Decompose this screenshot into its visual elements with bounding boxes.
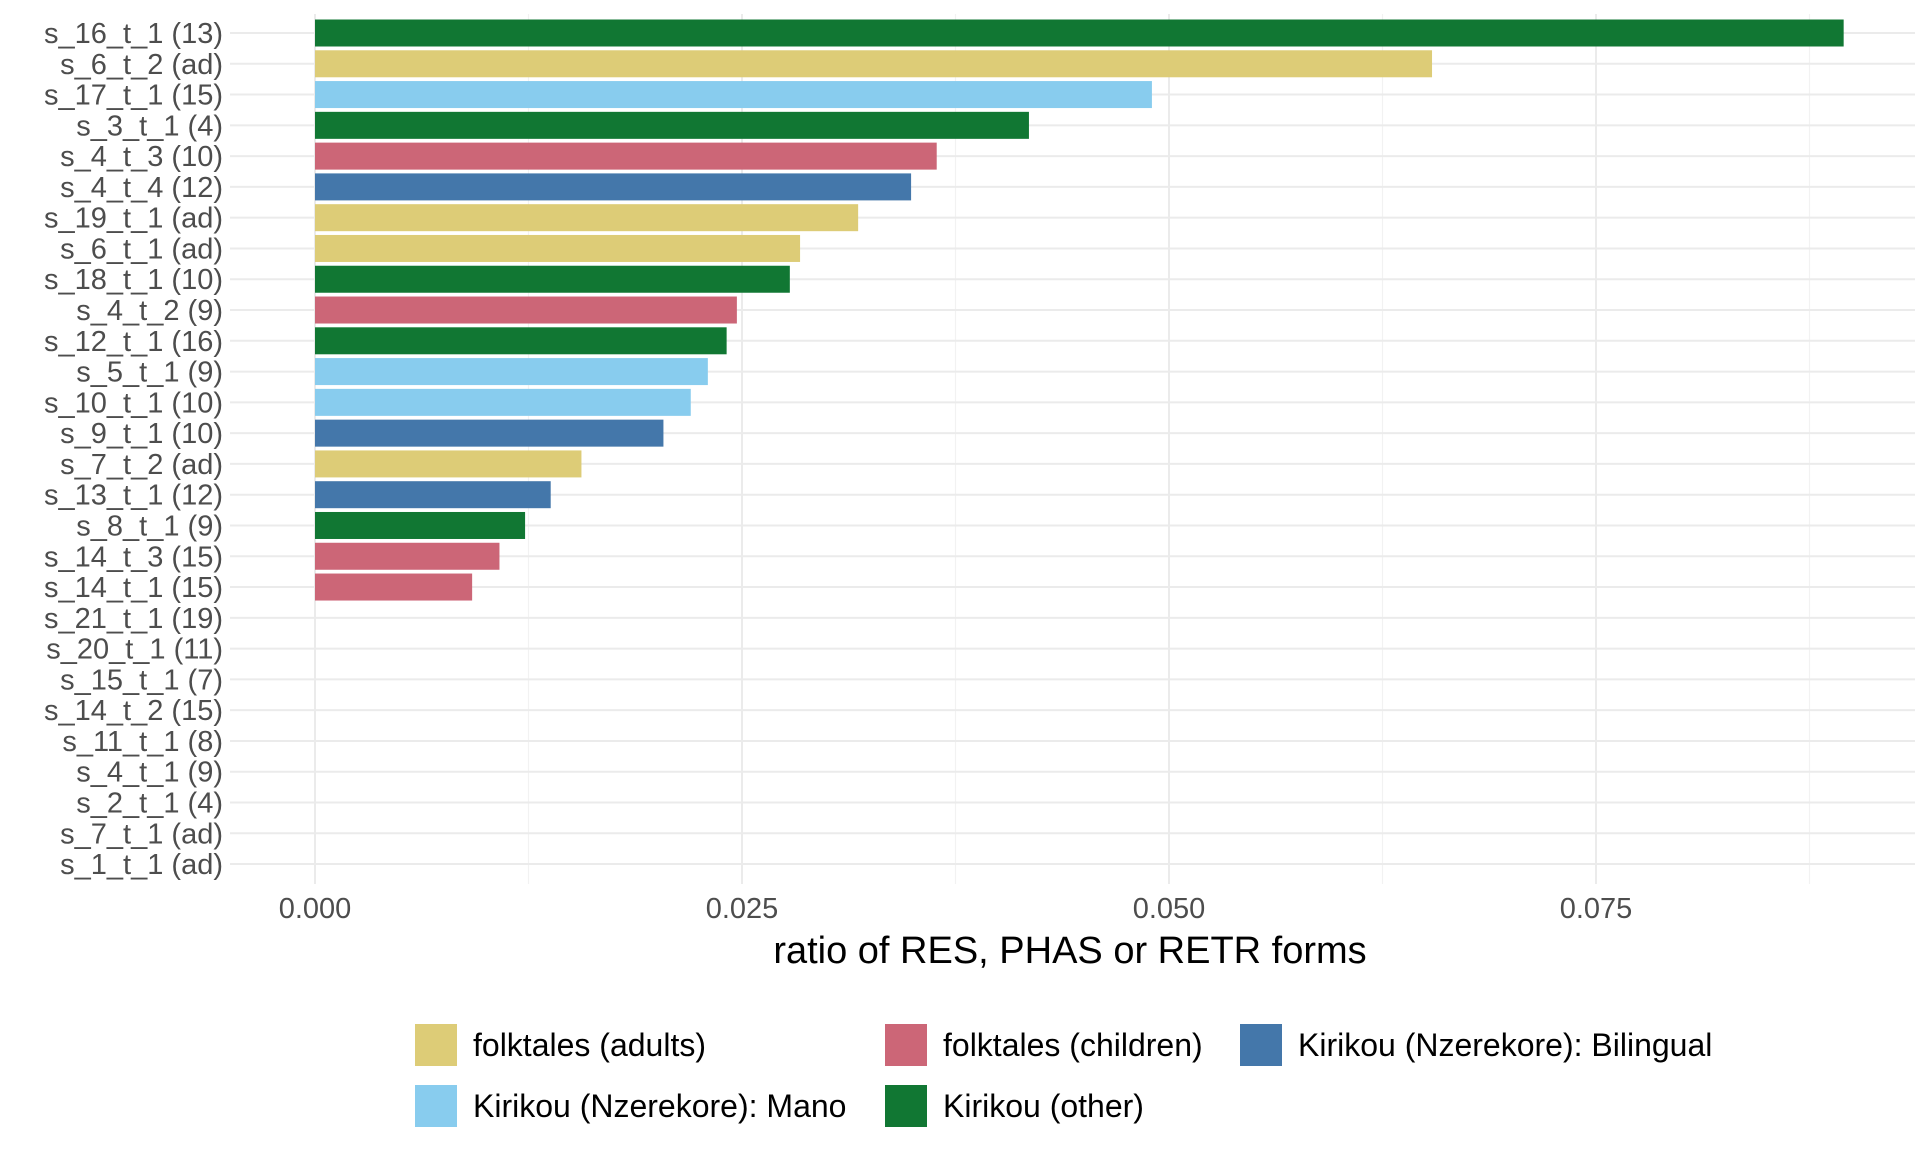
bar-s-4-t-2-9 xyxy=(315,296,737,324)
category-label: s_4_t_3 (10) xyxy=(60,141,223,173)
bars xyxy=(315,19,1844,601)
bar-s-10-t-1-10 xyxy=(315,388,691,416)
category-label: s_15_t_1 (7) xyxy=(60,664,223,696)
bar-s-4-t-3-10 xyxy=(315,142,937,170)
legend: folktales (adults) folktales (children) Ki… xyxy=(415,1024,1712,1127)
category-label: s_7_t_1 (ad) xyxy=(60,818,223,850)
bar-s-7-t-2-ad xyxy=(315,450,582,478)
category-label: s_7_t_2 (ad) xyxy=(60,449,223,481)
category-label: s_10_t_1 (10) xyxy=(44,387,223,419)
category-label: s_5_t_1 (9) xyxy=(76,357,223,389)
category-label: s_11_t_1 (8) xyxy=(62,726,223,758)
x-axis-title: ratio of RES, PHAS or RETR forms xyxy=(773,930,1366,972)
bar-s-14-t-3-15 xyxy=(315,542,500,570)
legend-key-children xyxy=(885,1024,927,1066)
legend-key-other xyxy=(885,1085,927,1127)
bar-s-5-t-1-9 xyxy=(315,358,708,386)
category-label: s_6_t_2 (ad) xyxy=(60,49,223,81)
bar-s-18-t-1-10 xyxy=(315,265,790,293)
category-label: s_4_t_1 (9) xyxy=(76,757,223,789)
legend-label: Kirikou (Nzerekore): Mano xyxy=(473,1088,846,1124)
bar-s-16-t-1-13 xyxy=(315,19,1844,47)
bar-s-13-t-1-12 xyxy=(315,481,551,509)
x-tick-label: 0.000 xyxy=(279,893,352,925)
category-label: s_19_t_1 (ad) xyxy=(44,203,223,235)
legend-label: folktales (children) xyxy=(943,1027,1203,1063)
bar-s-12-t-1-16 xyxy=(315,327,727,355)
category-label: s_21_t_1 (19) xyxy=(44,603,223,635)
grid-minor xyxy=(527,14,1811,885)
legend-label: folktales (adults) xyxy=(473,1027,706,1063)
category-label: s_2_t_1 (4) xyxy=(76,788,223,820)
category-labels: s_16_t_1 (13)s_6_t_2 (ad)s_17_t_1 (15)s_… xyxy=(44,18,223,881)
legend-key-mano xyxy=(415,1085,457,1127)
legend-key-bilingual xyxy=(1240,1024,1282,1066)
category-label: s_20_t_1 (11) xyxy=(46,634,223,666)
category-label: s_12_t_1 (16) xyxy=(44,326,223,358)
category-label: s_14_t_1 (15) xyxy=(44,572,223,604)
category-label: s_17_t_1 (15) xyxy=(44,80,223,112)
category-label: s_13_t_1 (12) xyxy=(44,480,223,512)
bar-s-3-t-1-4 xyxy=(315,111,1029,139)
category-label: s_14_t_3 (15) xyxy=(44,541,223,573)
bar-s-6-t-1-ad xyxy=(315,234,801,262)
category-label: s_6_t_1 (ad) xyxy=(60,233,223,265)
bar-s-17-t-1-15 xyxy=(315,81,1152,109)
legend-key-adults xyxy=(415,1024,457,1066)
category-label: s_4_t_4 (12) xyxy=(60,172,223,204)
category-label: s_8_t_1 (9) xyxy=(76,510,223,542)
x-tick-label: 0.025 xyxy=(706,893,779,925)
x-tick-label: 0.075 xyxy=(1560,893,1633,925)
bar-s-9-t-1-10 xyxy=(315,419,664,447)
category-label: s_9_t_1 (10) xyxy=(60,418,223,450)
bar-s-19-t-1-ad xyxy=(315,204,859,232)
category-label: s_3_t_1 (4) xyxy=(76,110,223,142)
category-label: s_16_t_1 (13) xyxy=(44,18,223,50)
category-label: s_14_t_2 (15) xyxy=(44,695,223,727)
bar-s-14-t-1-15 xyxy=(315,573,473,601)
category-label: s_4_t_2 (9) xyxy=(76,295,223,327)
x-tick-labels: 0.000 0.025 0.050 0.075 xyxy=(279,893,1633,925)
x-tick-label: 0.050 xyxy=(1133,893,1206,925)
category-label: s_1_t_1 (ad) xyxy=(60,849,223,881)
bar-s-8-t-1-9 xyxy=(315,511,526,539)
legend-label: Kirikou (other) xyxy=(943,1088,1144,1124)
category-label: s_18_t_1 (10) xyxy=(44,264,223,296)
legend-label: Kirikou (Nzerekore): Bilingual xyxy=(1298,1027,1712,1063)
bar-s-4-t-4-12 xyxy=(315,173,912,201)
bar-s-6-t-2-ad xyxy=(315,50,1433,78)
